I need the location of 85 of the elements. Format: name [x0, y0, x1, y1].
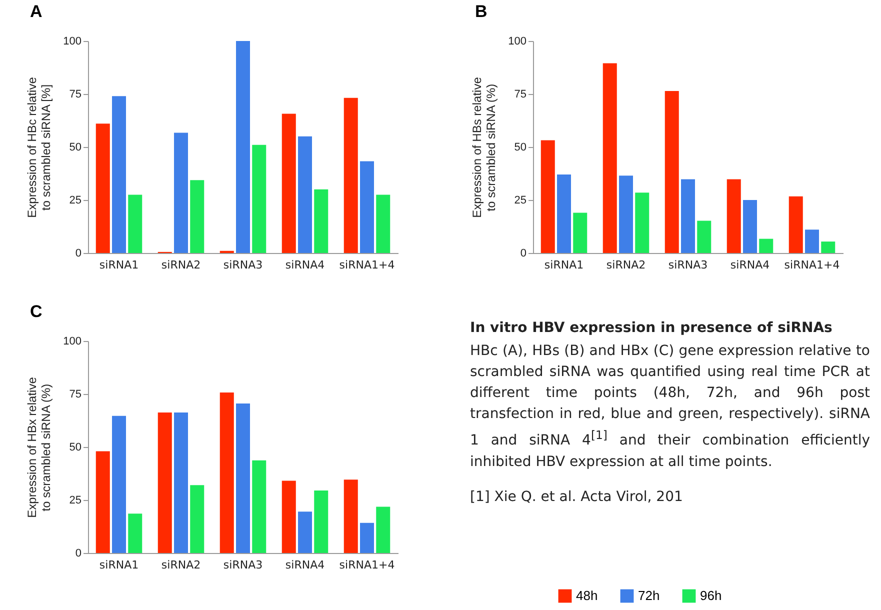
y-tick-label: 75 — [69, 88, 82, 100]
y-tick-label: 25 — [69, 194, 82, 206]
x-tick-label: siRNA1 — [99, 258, 139, 272]
bar — [360, 161, 374, 253]
y-tick-label: 25 — [69, 494, 82, 506]
bar — [743, 200, 757, 253]
x-tick-label: siRNA4 — [285, 558, 325, 572]
legend-label: 72h — [638, 588, 660, 603]
bar — [664, 91, 679, 253]
y-tick-label: 100 — [63, 336, 82, 348]
bar — [112, 416, 126, 553]
x-tick-label: siRNA1+4 — [784, 258, 840, 272]
bar — [805, 230, 819, 253]
x-tick-label: siRNA1+4 — [339, 258, 395, 272]
bar — [344, 98, 358, 253]
legend-label: 48h — [576, 588, 598, 603]
x-tick-label: siRNA1+4 — [339, 558, 395, 572]
y-axis-title: Expression of HBs relative to scrambled siRNA (%) — [470, 76, 498, 218]
x-tick-label: siRNA2 — [161, 558, 201, 572]
x-tick-label: siRNA4 — [285, 258, 325, 272]
y-axis-title: Expression of HBc relative to scrambled siRNA [%] — [25, 76, 54, 218]
text: In vitro HBV expression in presence of siRNAs — [470, 319, 834, 338]
y-tick-label: 100 — [508, 36, 526, 48]
bar — [252, 460, 266, 553]
bar — [376, 506, 390, 553]
x-tick-label: siRNA1 — [99, 558, 139, 572]
bar — [236, 404, 250, 553]
y-tick-label: 50 — [69, 142, 82, 154]
x-tick-label: siRNA1 — [544, 258, 584, 272]
bar — [282, 114, 296, 253]
bar — [174, 412, 188, 553]
y-tick-label: 0 — [75, 248, 82, 260]
text: [1] Xie Q. et al. Acta Virol, 201 — [470, 488, 684, 507]
x-tick-label: siRNA3 — [223, 258, 263, 272]
bar — [759, 238, 774, 253]
bar — [821, 242, 836, 253]
bar — [252, 144, 266, 253]
bar — [376, 194, 390, 253]
bar — [96, 124, 110, 253]
bar — [96, 451, 110, 553]
y-tick-label: 0 — [75, 548, 82, 560]
bar — [681, 179, 695, 253]
bar — [557, 174, 571, 253]
y-tick-label: 25 — [514, 194, 526, 206]
y-tick-label: 75 — [514, 88, 526, 100]
bar — [190, 180, 204, 253]
x-tick-label: siRNA2 — [606, 258, 646, 272]
x-tick-label: siRNA3 — [668, 258, 708, 272]
y-tick-label: 50 — [514, 142, 526, 154]
bar — [314, 189, 328, 253]
bar — [282, 480, 296, 553]
y-tick-label: 75 — [69, 388, 82, 400]
bar — [540, 140, 555, 253]
y-tick-label: 0 — [520, 248, 526, 260]
bar — [314, 490, 328, 553]
chart-title: B — [475, 2, 488, 22]
bar — [360, 522, 374, 553]
legend-label: 96h — [700, 588, 722, 603]
chart-title: A — [30, 2, 42, 22]
bar — [298, 136, 312, 253]
bar — [220, 392, 234, 553]
x-tick-label: siRNA3 — [223, 558, 263, 572]
bar — [190, 485, 204, 553]
bar — [635, 192, 650, 253]
bar — [788, 196, 803, 253]
bar — [128, 194, 142, 253]
bar — [128, 514, 142, 553]
y-tick-label: 50 — [69, 442, 82, 454]
y-tick-label: 100 — [63, 36, 82, 48]
chart-title: C — [30, 302, 42, 322]
bar — [112, 96, 126, 253]
bar — [158, 412, 172, 553]
bar — [602, 63, 617, 253]
text: HBc (A), HBs (B) and HBx (C) gene expression relative to scrambled siRNA was quantified using real time PCR at different time points (48h, 72h, and 96h post transfection in red, blue and green, respectively). siRNA 1 and siRNA 4$^{[1]}$ and their combination efficiently inhibited HBV expression at all time points. — [470, 342, 870, 472]
bar — [174, 132, 188, 253]
bar — [573, 212, 588, 253]
bar — [298, 512, 312, 553]
bar — [697, 220, 712, 253]
y-axis-title: Expression of HBx relative to scrambled siRNA (%) — [25, 376, 54, 518]
bar — [236, 41, 250, 253]
bar — [619, 176, 633, 253]
bar — [344, 480, 358, 553]
x-tick-label: siRNA4 — [730, 258, 770, 272]
bar — [726, 179, 741, 253]
x-tick-label: siRNA2 — [161, 258, 201, 272]
